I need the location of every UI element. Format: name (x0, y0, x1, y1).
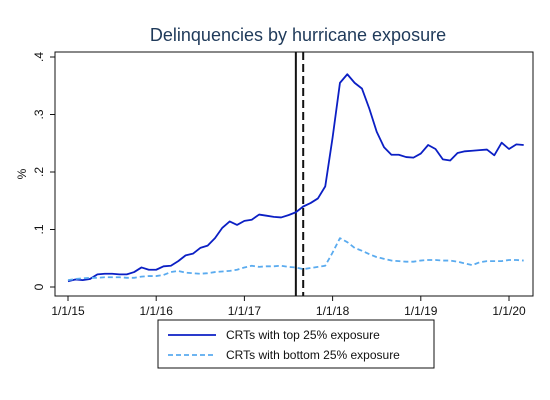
plot-area: 0 .1 .2 .3 .4 1/1/15 1/1/16 1/1/17 1/1/18 1/1/19 1… (32, 51, 534, 318)
y-tick-label: 0 (32, 283, 46, 290)
x-tick-label: 1/1/16 (140, 304, 174, 318)
legend-label: CRTs with bottom 25% exposure (226, 348, 400, 362)
x-tick-label: 1/1/20 (492, 304, 526, 318)
legend-label: CRTs with top 25% exposure (226, 328, 380, 342)
series-line-top-exposure (67, 73, 524, 283)
y-axis-label: % (15, 168, 29, 179)
x-tick-label: 1/1/17 (228, 304, 262, 318)
chart-title: Delinquencies by hurricane exposure (150, 25, 446, 45)
y-tick-label: .1 (32, 224, 46, 234)
x-tick-label: 1/1/18 (316, 304, 350, 318)
legend-box (157, 319, 435, 369)
legend: CRTs with top 25% exposure CRTs with bott… (157, 319, 435, 369)
y-tick-label: .3 (32, 109, 46, 119)
plot-frame (54, 51, 534, 297)
series-line-bottom-exposure (67, 237, 524, 281)
y-tick-label: .4 (32, 52, 46, 62)
x-tick-label: 1/1/15 (51, 304, 85, 318)
x-tick-label: 1/1/19 (404, 304, 438, 318)
y-tick-label: .2 (32, 167, 46, 177)
